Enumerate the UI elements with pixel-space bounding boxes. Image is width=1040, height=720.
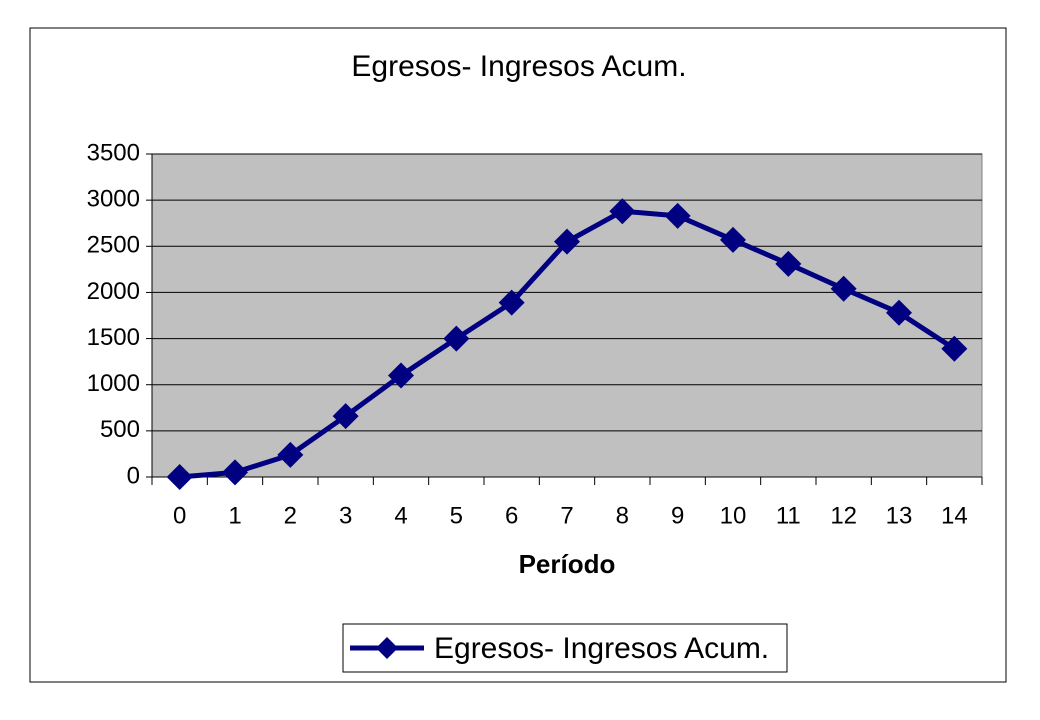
x-tick-label: 2	[284, 502, 297, 529]
y-tick-label: 2500	[87, 232, 140, 259]
y-tick-label: 1000	[87, 370, 140, 397]
x-tick-label: 8	[616, 502, 629, 529]
y-tick-label: 3500	[87, 139, 140, 166]
x-tick-label: 1	[228, 502, 241, 529]
x-tick-label: 6	[505, 502, 518, 529]
x-tick-label: 3	[339, 502, 352, 529]
x-tick-label: 11	[776, 502, 801, 529]
x-tick-label: 12	[830, 502, 857, 529]
y-tick-label: 3000	[87, 185, 140, 212]
chart-title: Egresos- Ingresos Acum.	[351, 50, 686, 83]
marker	[554, 228, 580, 255]
y-tick-label: 1500	[87, 324, 140, 351]
marker	[664, 202, 691, 229]
marker	[775, 250, 802, 277]
marker	[166, 464, 193, 490]
legend-label: Egresos- Ingresos Acum.	[434, 632, 769, 665]
x-tick-label: 7	[560, 502, 573, 529]
x-tick-label: 9	[671, 502, 684, 529]
legend-marker	[376, 637, 398, 659]
x-tick-label: 4	[394, 502, 407, 529]
marker	[222, 459, 248, 486]
y-tick-label: 0	[127, 462, 140, 489]
plot-area	[151, 153, 983, 478]
x-tick-label: 5	[450, 502, 463, 529]
x-tick-label: 13	[886, 502, 913, 529]
marker	[941, 335, 968, 362]
x-axis-label: Período	[519, 549, 616, 579]
x-tick-label: 0	[173, 502, 186, 529]
x-tick-label: 14	[941, 502, 968, 529]
y-tick-label: 2000	[87, 278, 140, 305]
marker	[720, 226, 746, 253]
marker	[609, 198, 636, 225]
marker	[443, 325, 470, 352]
marker	[277, 441, 304, 468]
y-tick-label: 500	[100, 416, 140, 443]
x-tick-label: 10	[720, 502, 747, 529]
marker	[886, 299, 912, 326]
marker	[388, 362, 414, 389]
marker	[498, 289, 525, 316]
marker	[830, 275, 857, 302]
marker	[332, 403, 359, 430]
